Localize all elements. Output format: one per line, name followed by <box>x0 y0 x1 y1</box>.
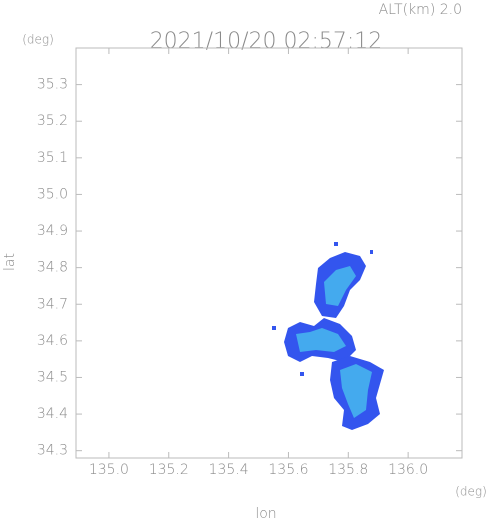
y-tick-label: 34.4 <box>37 406 68 422</box>
echo-core <box>324 266 356 306</box>
y-tick-label: 35.2 <box>37 113 68 129</box>
x-tick-label: 135.4 <box>209 462 249 478</box>
x-tick-label: 135.8 <box>328 462 368 478</box>
x-tick-label: 135.2 <box>149 462 189 478</box>
x-tick-label: 135.0 <box>89 462 129 478</box>
y-tick-label: 34.7 <box>37 296 68 312</box>
y-tick-label: 34.6 <box>37 333 68 349</box>
x-axis-label: lon <box>255 506 276 521</box>
y-tick-label: 34.3 <box>37 443 68 459</box>
y-tick-label: 35.0 <box>37 186 68 202</box>
y-tick-label: 34.5 <box>37 369 68 385</box>
y-axis-label: lat <box>2 253 18 271</box>
y-tick-label: 35.3 <box>37 77 68 93</box>
plot-frame <box>75 47 463 459</box>
y-tick-label: 34.8 <box>37 260 68 276</box>
echo-core <box>296 328 346 352</box>
y-unit: (deg) <box>22 33 54 47</box>
x-tick-label: 136.0 <box>388 462 428 478</box>
y-tick-label: 34.9 <box>37 223 68 239</box>
altitude-label: ALT(km) 2.0 <box>379 2 462 18</box>
echo-core <box>340 364 372 418</box>
y-tick-label: 35.1 <box>37 150 68 166</box>
radar-echo <box>272 242 384 430</box>
x-tick-label: 135.6 <box>268 462 308 478</box>
chart-title: 2021/10/20 02:57:12 <box>150 29 383 54</box>
x-unit: (deg) <box>455 485 487 499</box>
